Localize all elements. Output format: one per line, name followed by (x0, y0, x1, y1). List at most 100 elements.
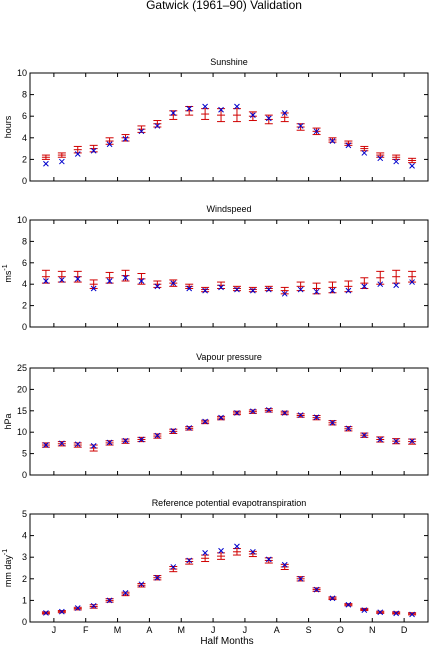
modelled-point (154, 283, 161, 290)
modelled-point-stroke (313, 414, 320, 421)
modelled-point-stroke (186, 285, 193, 292)
modelled-point-stroke (170, 110, 177, 116)
modelled-point-stroke (393, 438, 400, 445)
y-tick-label: 1 (22, 595, 27, 605)
modelled-point (250, 287, 256, 294)
x-tick-label: N (369, 625, 376, 635)
modelled-point-stroke (250, 408, 256, 415)
y-tick-label: 4 (22, 531, 27, 541)
y-tick-label: 10 (17, 427, 27, 437)
modelled-point-stroke (345, 601, 352, 608)
y-tick-label: 2 (22, 154, 27, 164)
modelled-point (202, 287, 208, 294)
y-tick-label: 15 (17, 406, 27, 416)
modelled-point-stroke (393, 282, 400, 289)
modelled-point-stroke (329, 287, 336, 294)
modelled-point (361, 283, 368, 290)
modelled-point-stroke (329, 595, 336, 602)
modelled-point-stroke (106, 278, 113, 284)
plot-frame (29, 72, 429, 182)
modelled-point (106, 278, 113, 284)
modelled-point-stroke (218, 414, 224, 421)
modelled-point (377, 609, 384, 616)
modelled-point (138, 278, 145, 284)
x-tick-label: A (146, 625, 152, 635)
modelled-point (90, 602, 97, 609)
y-axis-label: mm day-1 (2, 549, 13, 587)
modelled-point (345, 601, 352, 608)
modelled-point-stroke (393, 610, 400, 617)
modelled-point (186, 285, 193, 292)
modelled-point (90, 285, 97, 292)
y-axis-label: ms-1 (2, 264, 13, 282)
modelled-point-stroke (313, 128, 320, 135)
x-axis-label: Half Months (200, 636, 253, 647)
modelled-point (345, 287, 352, 294)
modelled-point (234, 103, 240, 110)
y-tick-label: 25 (17, 363, 27, 373)
modelled-point-stroke (122, 437, 129, 444)
modelled-point (74, 275, 81, 282)
modelled-point (58, 158, 65, 165)
modelled-point (265, 286, 272, 293)
modelled-point (377, 155, 384, 162)
chart-panel: Windspeed ms-1 0 2 4 6 8 10 (2, 204, 429, 332)
modelled-point (202, 550, 208, 556)
modelled-point-stroke (202, 418, 208, 425)
modelled-point-stroke (313, 288, 320, 295)
modelled-point-stroke (90, 285, 97, 292)
modelled-point (154, 432, 161, 439)
y-tick-label: 10 (17, 215, 27, 225)
modelled-point-stroke (154, 123, 161, 129)
modelled-point-stroke (265, 407, 272, 413)
modelled-point-stroke (409, 611, 415, 618)
y-tick-label: 0 (22, 322, 27, 332)
modelled-point-stroke (234, 410, 240, 416)
modelled-point-stroke (122, 589, 129, 596)
chart-title: Reference potential evapotranspiration (152, 498, 307, 508)
modelled-point-stroke (250, 112, 256, 118)
x-tick-label: S (306, 625, 312, 635)
modelled-point (170, 280, 177, 286)
modelled-point (265, 115, 272, 122)
modelled-point (43, 610, 49, 616)
modelled-point (393, 610, 400, 617)
modelled-point (234, 410, 240, 416)
chart-title: Sunshine (210, 57, 248, 67)
modelled-point (170, 428, 177, 434)
modelled-point (234, 543, 240, 550)
y-tick-label: 2 (22, 574, 27, 584)
modelled-point-stroke (90, 147, 97, 154)
modelled-point-stroke (281, 561, 288, 568)
modelled-point-stroke (265, 286, 272, 293)
y-tick-label: 20 (17, 384, 27, 394)
plot-frame (29, 367, 429, 476)
modelled-point (122, 136, 129, 142)
modelled-point (90, 443, 97, 449)
y-tick-label: 4 (22, 279, 27, 289)
modelled-point-stroke (202, 103, 208, 110)
modelled-point-stroke (74, 275, 81, 282)
modelled-point-stroke (377, 155, 384, 162)
modelled-point-stroke (297, 575, 304, 582)
y-tick-label: 4 (22, 133, 27, 143)
modelled-point-stroke (138, 436, 145, 443)
modelled-point-stroke (58, 277, 65, 283)
modelled-point (361, 432, 368, 439)
modelled-point-stroke (250, 548, 256, 555)
modelled-point (138, 436, 145, 443)
modelled-point-stroke (90, 602, 97, 609)
modelled-point-stroke (122, 274, 129, 281)
modelled-point (393, 438, 400, 445)
modelled-point-stroke (345, 287, 352, 294)
modelled-point-stroke (58, 440, 65, 447)
modelled-point (281, 110, 288, 116)
x-tick-label: M (114, 625, 122, 635)
modelled-point (218, 547, 224, 554)
modelled-point-stroke (361, 150, 368, 156)
chart-panel: Reference potential evapotranspiration mm… (2, 498, 429, 635)
modelled-point-stroke (409, 438, 415, 445)
modelled-point-stroke (265, 556, 272, 563)
modelled-point (281, 561, 288, 568)
